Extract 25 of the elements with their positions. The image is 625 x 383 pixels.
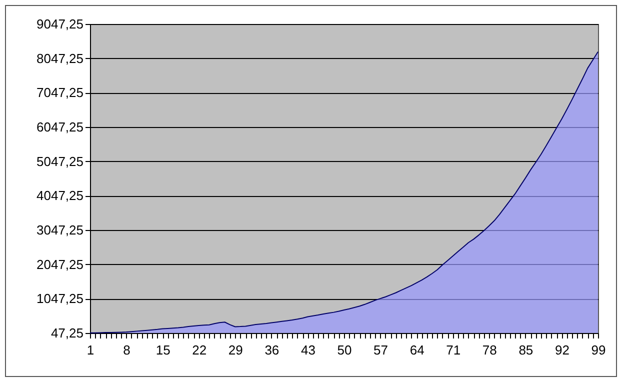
x-tick-label: 64	[410, 342, 424, 358]
x-tick-label: 92	[554, 342, 570, 358]
x-tick-label: 50	[337, 342, 352, 358]
x-tick-label: 1	[86, 342, 94, 358]
x-tick-label: 15	[156, 342, 170, 358]
y-tick-label: 7047,25	[36, 85, 84, 100]
x-tick-label: 29	[228, 342, 243, 358]
x-tick-label: 78	[482, 342, 497, 358]
y-tick-label: 4047,25	[36, 188, 84, 204]
y-tick-label: 6047,25	[36, 120, 84, 134]
y-tick-label: 47,25	[50, 326, 84, 340]
x-tick-label: 43	[300, 342, 316, 358]
y-tick-label: 2047,25	[36, 256, 84, 272]
x-tick-label: 36	[264, 342, 280, 358]
x-tick-label: 8	[123, 342, 130, 358]
x-tick-label: 99	[591, 342, 606, 358]
y-tick-label: 1047,25	[36, 291, 84, 306]
y-tick-label: 9047,25	[36, 16, 84, 32]
x-tick-label: 71	[446, 342, 461, 358]
y-tick-label: 8047,25	[36, 50, 84, 66]
x-tick-label: 57	[374, 342, 388, 358]
y-tick-label: 5047,25	[36, 154, 84, 169]
y-tick-label: 3047,25	[36, 222, 84, 238]
x-tick-label: 85	[518, 342, 534, 358]
x-tick-label: 22	[192, 342, 207, 358]
